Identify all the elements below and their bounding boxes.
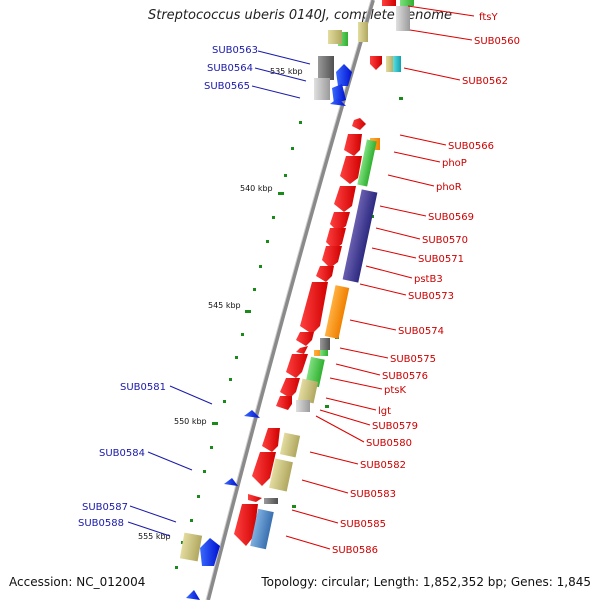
scale-ticks: 535 kbp 540 kbp 545 kbp 550 kbp 555 kbp — [138, 67, 303, 541]
gene-label-ftsY: ftsY — [479, 12, 498, 23]
gene-label-lgt: lgt — [378, 406, 391, 417]
gene-label-phoR: phoR — [436, 182, 462, 193]
reverse-strand-genes — [179, 22, 368, 600]
gene-label-phoP: phoP — [442, 158, 467, 169]
gene-label-SUB0582: SUB0582 — [360, 460, 406, 471]
gene-label-SUB0583: SUB0583 — [350, 489, 396, 500]
gene-label-SUB0586: SUB0586 — [332, 545, 378, 556]
gene-label-SUB0575: SUB0575 — [390, 354, 436, 365]
gene-label-SUB0560: SUB0560 — [474, 36, 520, 47]
scale-tick-label: 545 kbp — [208, 301, 241, 310]
left-leader-lines — [127, 50, 311, 537]
accession-text: Accession: NC_012004 — [9, 575, 146, 589]
scale-tick-label: 555 kbp — [138, 532, 171, 541]
gene-label-SUB0579: SUB0579 — [372, 421, 418, 432]
gene-label-SUB0574: SUB0574 — [398, 326, 444, 337]
gene-label-SUB0565: SUB0565 — [204, 81, 250, 92]
gene-label-SUB0587: SUB0587 — [82, 502, 128, 513]
map-title: Streptococcus uberis 0140J, complete gen… — [147, 8, 453, 23]
gene-label-SUB0580: SUB0580 — [366, 438, 412, 449]
gene-label-SUB0588: SUB0588 — [78, 518, 124, 529]
left-gene-labels: SUB0563 SUB0564 SUB0565 SUB0581 SUB0584 … — [78, 45, 258, 529]
right-gene-labels: ftsY SUB0560 SUB0562 SUB0566 phoP phoR S… — [332, 12, 520, 556]
gene-label-SUB0584: SUB0584 — [99, 448, 145, 459]
gene-label-SUB0585: SUB0585 — [340, 519, 386, 530]
scale-tick-label: 550 kbp — [174, 417, 207, 426]
gene-label-pstB3: pstB3 — [414, 274, 443, 285]
gene-label-SUB0569: SUB0569 — [428, 212, 474, 223]
gene-label-SUB0562: SUB0562 — [462, 76, 508, 87]
gene-label-SUB0571: SUB0571 — [418, 254, 464, 265]
topology-text: Topology: circular; Length: 1,852,352 bp… — [261, 575, 591, 589]
gene-label-SUB0566: SUB0566 — [448, 141, 494, 152]
scale-tick-label: 535 kbp — [270, 67, 303, 76]
gc-graph-marks — [175, 28, 406, 569]
scale-tick-label: 540 kbp — [240, 184, 273, 193]
gene-label-SUB0563: SUB0563 — [212, 45, 258, 56]
gene-label-SUB0564: SUB0564 — [207, 63, 253, 74]
gene-label-ptsK: ptsK — [384, 385, 406, 396]
gene-label-SUB0581: SUB0581 — [120, 382, 166, 393]
right-leader-lines — [285, 5, 475, 550]
gene-label-SUB0573: SUB0573 — [408, 291, 454, 302]
gene-label-SUB0576: SUB0576 — [382, 371, 428, 382]
gene-label-SUB0570: SUB0570 — [422, 235, 468, 246]
forward-strand-genes — [234, 0, 414, 550]
